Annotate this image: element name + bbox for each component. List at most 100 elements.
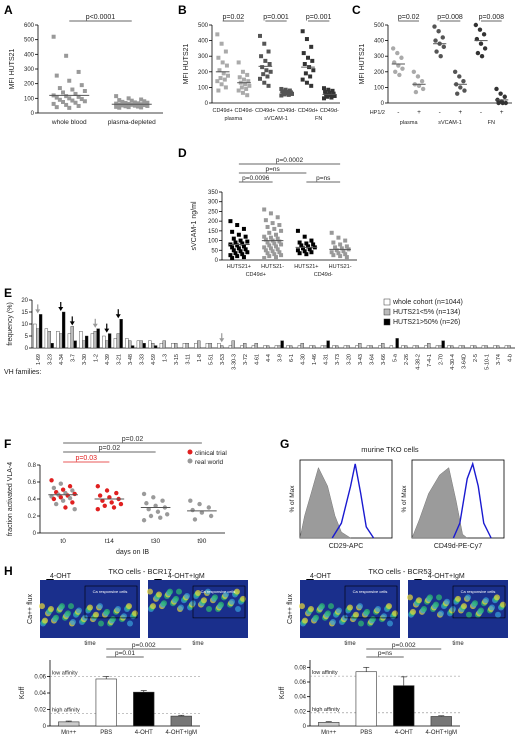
p-value-label: p<0.0001 [86,14,115,21]
y-axis-label: fraction activated VLA-4 [7,462,14,536]
data-point [265,74,270,79]
data-point [295,228,300,233]
flux-density-dot [319,603,325,610]
data-point [330,88,335,93]
arrow-icon [219,338,225,343]
flux-density-dot [336,607,342,614]
data-point [300,77,305,82]
x-tick-label: CD49d+ [298,108,318,114]
reference-line-label: high affinity [52,708,80,714]
flux-density-dot [156,591,162,598]
panel-label: B [178,3,187,17]
y-tick-label: 200 [198,70,209,76]
panel-e: 0 5 10 15 20 frequency (%) 1-69 3-23 4-34 3-7 3-30… [4,298,515,376]
flux-density-dot [132,610,138,617]
p-value-label: p=0.0096 [242,175,270,182]
x-tick-label: HUTS21+ [227,264,251,270]
bar [107,333,112,349]
data-point [477,27,483,32]
data-point [332,93,337,98]
bar [424,345,428,349]
legend-label: HUTS21<5% (n=134) [393,309,460,316]
bar [170,715,192,727]
data-point [336,235,341,240]
data-point [70,500,75,505]
data-point [67,105,72,110]
x-tick-label: HUTS21- [329,264,352,270]
data-point [146,507,151,512]
data-point [344,255,349,260]
flux-density-dot [184,592,190,599]
data-point [420,86,426,92]
bar [335,345,339,349]
y-tick-label: 0.04 [34,691,46,697]
panel-label: G [280,437,289,451]
data-point [230,229,235,234]
flux-density-dot [110,616,116,623]
data-point [411,69,417,75]
data-point [114,94,119,99]
data-point [311,68,316,73]
flux-density-dot [235,606,241,612]
legend-swatch [383,298,391,306]
y-tick-label: 0 [33,531,37,537]
flux-density-dot [147,588,153,595]
flux-density-plot [148,580,248,638]
y-tick-label: 5 [25,334,29,340]
data-point [265,240,270,245]
data-point [95,507,101,512]
data-point [331,253,336,258]
x-tick-label: CD49d+ [212,108,232,114]
flux-density-dot [444,598,450,605]
data-point [272,226,277,231]
data-point [197,501,202,507]
y-tick-label: 0 [303,724,307,730]
data-point [395,50,400,56]
data-point [498,91,503,96]
data-point [328,93,333,98]
data-point [338,254,343,259]
isotype-histogram [299,466,352,539]
x-tick-label: Mn++ [61,730,77,736]
x-axis-label: CD49d-PE-Cy7 [434,543,482,550]
data-point [102,503,107,508]
data-point [235,254,240,259]
data-point [240,90,245,95]
x-tick-label: 4-30-4 [450,354,456,370]
data-point [100,498,105,503]
p-value-label: p=0.002 [132,642,156,649]
y-tick-label: 50 [211,248,218,254]
panel-label: A [4,3,13,17]
group-label: sVCAM-1 [438,120,462,126]
data-point [265,251,270,256]
data-point [144,501,149,506]
x-tick-label: whole blood [51,119,87,126]
data-point [117,105,122,110]
data-point [132,103,137,108]
data-point [438,54,443,59]
flux-density-dot [212,594,218,601]
bar [171,343,175,349]
y-tick-label: 500 [198,23,209,29]
flux-density-dot [328,603,334,610]
bar [427,343,431,349]
p-value-label: p=ns [316,175,331,182]
data-point [343,238,348,243]
bar [381,343,385,349]
data-point [299,243,304,248]
data-point [267,243,272,248]
y-tick-label: 100 [24,96,35,102]
x-tick-label: 1-3 [162,354,168,362]
y-tick-label: 20 [21,298,28,304]
bar [38,314,43,349]
flux-density-dot [302,617,308,624]
y-tick-label: 0.04 [294,695,306,701]
panel-f: 0 0.2 0.4 0.6 0.8 fraction activated VLA-4 p=0… [7,436,227,556]
flux-density-dot [353,611,359,618]
data-point [461,78,466,84]
p-value-label: p=0.02 [398,14,420,21]
data-point [341,249,346,254]
data-point [63,505,68,510]
data-point [263,237,268,242]
flux-density-dot [121,613,127,620]
